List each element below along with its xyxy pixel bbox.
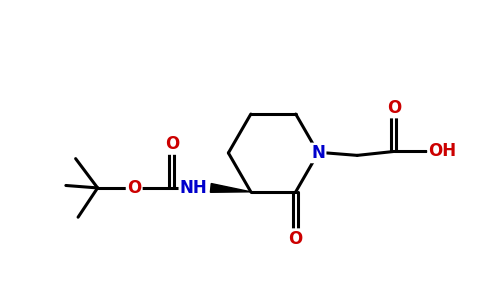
Text: O: O — [164, 135, 179, 154]
Polygon shape — [210, 184, 251, 192]
Text: O: O — [127, 179, 142, 197]
Text: N: N — [311, 144, 325, 162]
Text: OH: OH — [428, 142, 457, 160]
Text: O: O — [288, 230, 303, 248]
Text: NH: NH — [180, 179, 207, 197]
Text: O: O — [386, 99, 401, 117]
